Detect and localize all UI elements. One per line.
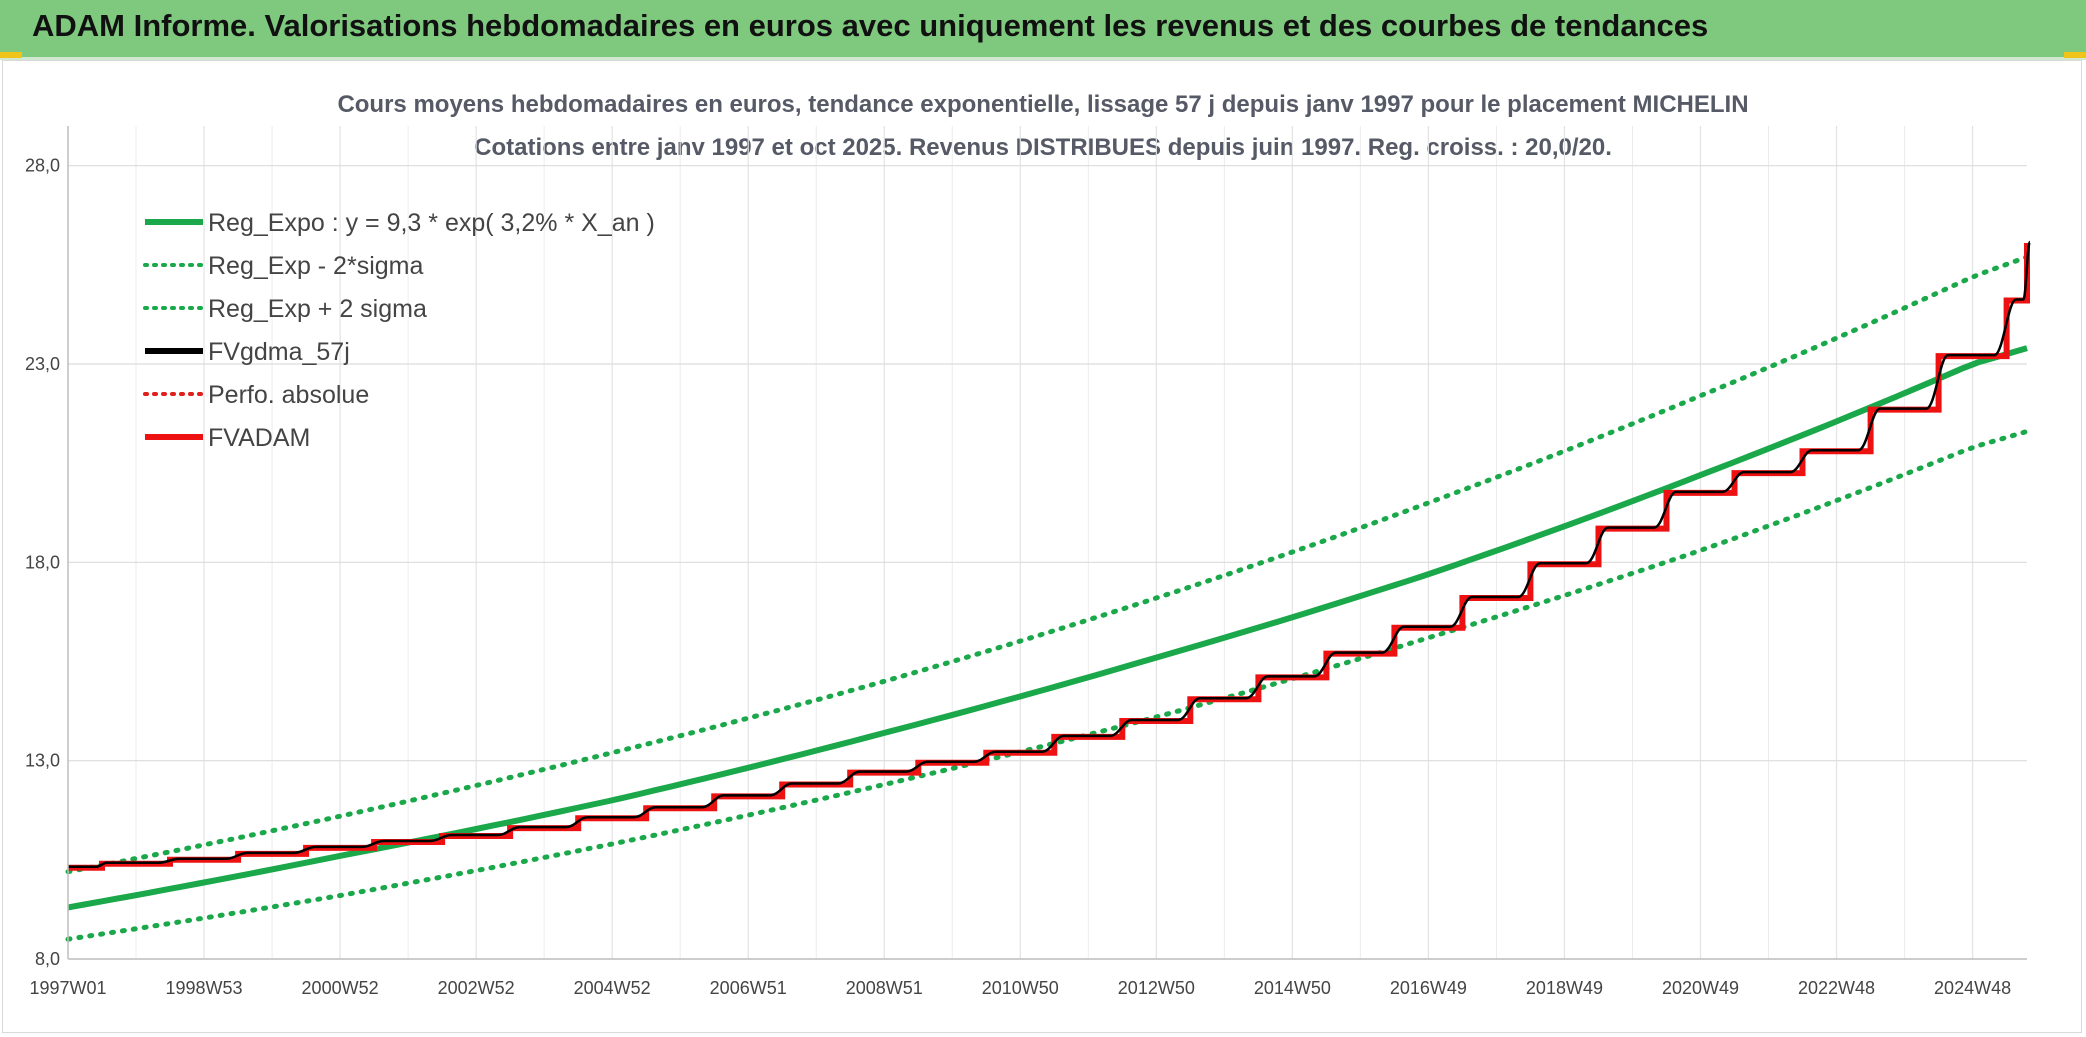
x-tick-label: 2024W48 bbox=[1934, 978, 2011, 998]
series-fvgdma-57j bbox=[68, 240, 2032, 869]
series-fvadam bbox=[68, 243, 2030, 871]
series-layer bbox=[65, 240, 2032, 942]
x-tick-label: 2004W52 bbox=[574, 978, 651, 998]
x-tick-label: 2006W51 bbox=[710, 978, 787, 998]
y-tick-label: 28,0 bbox=[25, 156, 60, 176]
axis-layer: 8,0 13,0 18,0 23,0 28,0 1997W01 1998W53 2000W52… bbox=[25, 126, 2027, 998]
y-tick-label: 23,0 bbox=[25, 354, 60, 374]
series-reg-exp-minus-2sigma bbox=[65, 428, 2030, 942]
x-tick-label: 2002W52 bbox=[438, 978, 515, 998]
x-tick-label: 1998W53 bbox=[166, 978, 243, 998]
x-tick-label: 1997W01 bbox=[29, 978, 106, 998]
series-reg-expo bbox=[67, 345, 2028, 911]
chart-frame bbox=[2, 60, 2082, 1033]
legend-label: Perfo. absolue bbox=[208, 381, 369, 409]
legend: Reg_Expo : y = 9,3 * exp( 3,2% * X_an ) R… bbox=[143, 209, 655, 452]
y-tick-label: 13,0 bbox=[25, 751, 60, 771]
legend-label: Reg_Expo : y = 9,3 * exp( 3,2% * X_an ) bbox=[208, 209, 655, 237]
corner-mark-right bbox=[2064, 52, 2086, 58]
x-tick-label: 2022W48 bbox=[1798, 978, 1875, 998]
report-title: ADAM Informe. Valorisations hebdomadaire… bbox=[32, 8, 1709, 43]
corner-mark-left bbox=[0, 52, 22, 58]
y-tick-label: 18,0 bbox=[25, 552, 60, 572]
chart-subtitle: Cotations entre janv 1997 et oct 2025. R… bbox=[474, 134, 1612, 161]
legend-label: FVADAM bbox=[208, 424, 310, 452]
legend-label: Reg_Exp - 2*sigma bbox=[208, 252, 423, 280]
y-tick-label: 8,0 bbox=[35, 949, 60, 969]
x-tick-label: 2014W50 bbox=[1254, 978, 1331, 998]
x-tick-label: 2010W50 bbox=[982, 978, 1059, 998]
legend-label: FVgdma_57j bbox=[208, 338, 350, 366]
series-reg-exp-plus-2sigma bbox=[65, 254, 2030, 875]
x-tick-label: 2000W52 bbox=[302, 978, 379, 998]
grid-layer bbox=[67, 126, 2027, 960]
x-tick-label: 2012W50 bbox=[1118, 978, 1195, 998]
legend-label: Reg_Exp + 2 sigma bbox=[208, 295, 427, 323]
x-tick-label: 2008W51 bbox=[846, 978, 923, 998]
x-tick-label: 2016W49 bbox=[1390, 978, 1467, 998]
x-tick-label: 2020W49 bbox=[1662, 978, 1739, 998]
chart-title: Cours moyens hebdomadaires en euros, ten… bbox=[337, 91, 1748, 118]
x-tick-label: 2018W49 bbox=[1526, 978, 1603, 998]
report-banner: ADAM Informe. Valorisations hebdomadaire… bbox=[0, 0, 2086, 60]
